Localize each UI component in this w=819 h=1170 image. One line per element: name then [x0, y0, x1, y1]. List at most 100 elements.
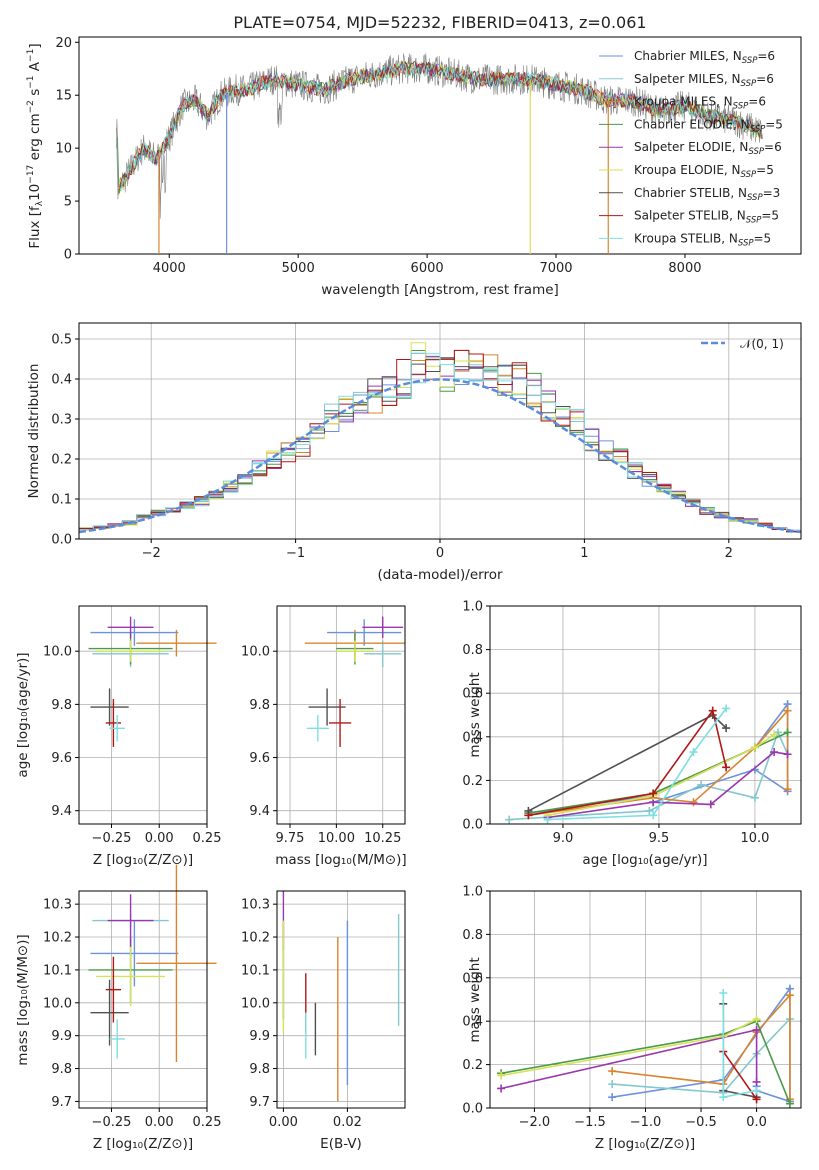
age-vs-mass-panel: 9.75 10.00 10.25 9.4 9.6 9.8 10.0 mass [log₁₀(… — [241, 605, 407, 868]
weight-point-marker — [722, 724, 731, 733]
mass-vs-extinction-frame — [276, 890, 406, 1109]
y-tick-label: 0.3 — [51, 413, 72, 428]
weight-point-marker — [770, 730, 779, 739]
y-tick-label: 10.1 — [241, 963, 270, 978]
y-tick-label: 9.6 — [249, 751, 270, 766]
y-tick-label: 0.1 — [51, 493, 72, 508]
residual-xlabel: (data-model)/error — [377, 567, 503, 583]
y-tick-label: 10.0 — [241, 996, 270, 1011]
age-vs-metallicity-xlabel: Z [log₁₀(Z/Z⊙)] — [93, 852, 193, 868]
x-tick-label: 10.25 — [364, 831, 401, 846]
y-tick-label: 10.2 — [241, 931, 270, 946]
weight-point-marker — [770, 748, 779, 757]
y-tick-label: 0.2 — [462, 1058, 483, 1073]
age-vs-metallicity-ylabel: age [log₁₀(age/yr)] — [15, 652, 31, 777]
weight-point-marker — [750, 743, 759, 752]
weight-point-marker — [719, 988, 728, 997]
x-tick-label: 10.00 — [318, 831, 355, 846]
x-tick-label: 9.5 — [649, 831, 670, 846]
y-tick-label: 9.9 — [51, 1029, 72, 1044]
x-tick-label: 0.00 — [145, 831, 174, 846]
legend-label: Kroupa STELIB, NSSP=5 — [634, 231, 771, 248]
y-tick-label: 10.2 — [43, 931, 72, 946]
x-tick-label: −1.0 — [630, 1115, 662, 1130]
normal-distribution-curve — [78, 378, 802, 534]
weight-point-marker — [783, 785, 792, 794]
weight-vs-age-xlabel: age [log₁₀(age/yr)] — [582, 852, 707, 868]
age-vs-mass-xlabel: mass [log₁₀(M/M⊙)] — [275, 852, 406, 868]
legend-label: Kroupa MILES, NSSP=6 — [634, 95, 766, 112]
weight-series-line — [612, 1018, 791, 1094]
x-tick-label: 6000 — [411, 261, 444, 276]
y-tick-label: 0.0 — [462, 1102, 483, 1117]
weight-point-marker — [708, 706, 717, 715]
y-tick-label: 9.4 — [51, 804, 72, 819]
x-tick-label: −0.5 — [685, 1115, 717, 1130]
weight-point-marker — [722, 704, 731, 713]
weight-series-line — [528, 708, 727, 817]
x-tick-label: −0.25 — [92, 1115, 132, 1130]
legend-label: Salpeter ELODIE, NSSP=6 — [634, 140, 782, 157]
weight-series-line — [547, 733, 775, 817]
y-tick-label: 9.4 — [249, 804, 270, 819]
weight-vs-age-frame — [489, 605, 802, 825]
mass-vs-extinction-xlabel: E(B-V) — [320, 1136, 362, 1152]
x-tick-label: 0.02 — [333, 1115, 362, 1130]
weight-point-marker — [645, 806, 654, 815]
x-tick-label: 7000 — [539, 261, 572, 276]
x-tick-label: −1 — [286, 546, 305, 561]
x-tick-label: −0.25 — [92, 831, 132, 846]
x-tick-label: −2.0 — [519, 1115, 551, 1130]
weight-series-line — [528, 731, 788, 814]
weight-point-marker — [649, 789, 658, 798]
y-tick-label: 9.8 — [51, 698, 72, 713]
weight-point-marker — [649, 811, 658, 820]
residual-ylabel: Normed distribution — [26, 364, 42, 499]
y-tick-label: 10.1 — [43, 963, 72, 978]
weight-point-marker — [752, 1015, 761, 1024]
y-tick-label: 0.6 — [462, 971, 483, 986]
model-spectrum-line — [118, 60, 762, 190]
weight-point-marker — [608, 1080, 617, 1089]
x-tick-label: 0.25 — [193, 1115, 222, 1130]
x-tick-label: 0.00 — [145, 1115, 174, 1130]
x-tick-label: −2 — [142, 546, 161, 561]
weight-vs-metallicity-xlabel: Z [log₁₀(Z/Z⊙)] — [595, 1136, 695, 1152]
mass-vs-metallicity-panel: −0.25 0.00 0.25 9.7 9.8 9.9 10.0 10.1 10.2 10.3 Z… — [15, 864, 222, 1152]
weight-series-line — [722, 993, 757, 1099]
x-tick-label: 9.0 — [553, 831, 574, 846]
weight-point-marker — [752, 1095, 761, 1104]
legend-label: Kroupa ELODIE, NSSP=5 — [634, 163, 774, 180]
weight-point-marker — [524, 811, 533, 820]
weight-vs-metallicity-ylabel: mass weight — [467, 957, 483, 1042]
age-vs-mass-frame — [276, 605, 406, 825]
legend-label: Chabrier STELIB, NSSP=3 — [634, 186, 780, 203]
weight-point-marker — [608, 1093, 617, 1102]
weight-point-marker — [505, 815, 514, 824]
y-tick-label: 0.0 — [462, 818, 483, 833]
weight-point-marker — [608, 1067, 617, 1076]
y-tick-label: 9.8 — [51, 1062, 72, 1077]
weight-point-marker — [719, 1093, 728, 1102]
weight-point-marker — [722, 763, 731, 772]
x-tick-label: 5000 — [282, 261, 315, 276]
weight-point-marker — [689, 748, 698, 757]
weight-point-marker — [783, 750, 792, 759]
residual-histogram-step — [79, 342, 801, 531]
y-tick-label: 0.2 — [51, 453, 72, 468]
y-tick-label: 10.3 — [43, 898, 72, 913]
spectrum-xlabel: wavelength [Angstrom, rest frame] — [321, 282, 559, 298]
y-tick-label: 0.0 — [51, 533, 72, 548]
y-tick-label: 10.3 — [241, 898, 270, 913]
legend-label: Chabrier MILES, NSSP=6 — [634, 49, 775, 66]
y-tick-label: 9.9 — [249, 1029, 270, 1044]
y-tick-label: 10.0 — [241, 645, 270, 660]
mass-vs-metallicity-ylabel: mass [log₁₀(M/M⊙)] — [15, 934, 31, 1065]
y-tick-label: 10.0 — [43, 645, 72, 660]
weight-series-line — [500, 1028, 758, 1090]
legend-label: Salpeter MILES, NSSP=6 — [634, 72, 774, 89]
x-tick-label: 10.0 — [740, 831, 769, 846]
spectrum-legend: Chabrier MILES, NSSP=6 Salpeter MILES, NS… — [599, 49, 783, 248]
x-tick-label: 0.00 — [269, 1115, 298, 1130]
